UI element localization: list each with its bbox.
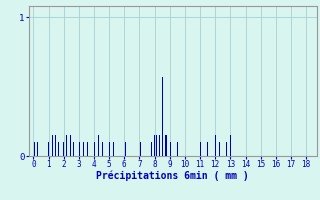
Bar <box>207 142 208 156</box>
Bar <box>113 142 114 156</box>
Bar <box>55 135 56 156</box>
Bar <box>151 142 152 156</box>
Bar <box>70 135 71 156</box>
Bar <box>163 77 164 156</box>
Bar <box>200 142 201 156</box>
X-axis label: Précipitations 6min ( mm ): Précipitations 6min ( mm ) <box>96 171 249 181</box>
Bar <box>154 135 155 156</box>
Bar <box>79 142 80 156</box>
Bar <box>177 142 178 156</box>
Bar <box>34 142 35 156</box>
Bar <box>52 135 53 156</box>
Bar <box>102 142 103 156</box>
Bar <box>48 142 49 156</box>
Bar <box>219 142 220 156</box>
Bar <box>94 142 95 156</box>
Bar <box>58 142 59 156</box>
Bar <box>165 135 166 156</box>
Bar <box>73 142 74 156</box>
Bar <box>159 135 160 156</box>
Bar <box>87 142 88 156</box>
Bar <box>156 135 157 156</box>
Bar <box>66 135 67 156</box>
Bar <box>98 135 99 156</box>
Bar <box>215 135 216 156</box>
Bar <box>170 142 171 156</box>
Bar <box>124 142 125 156</box>
Bar <box>108 142 110 156</box>
Bar <box>63 142 64 156</box>
Bar <box>226 142 227 156</box>
Bar <box>140 142 141 156</box>
Bar <box>36 142 38 156</box>
Bar <box>230 135 231 156</box>
Bar <box>83 142 84 156</box>
